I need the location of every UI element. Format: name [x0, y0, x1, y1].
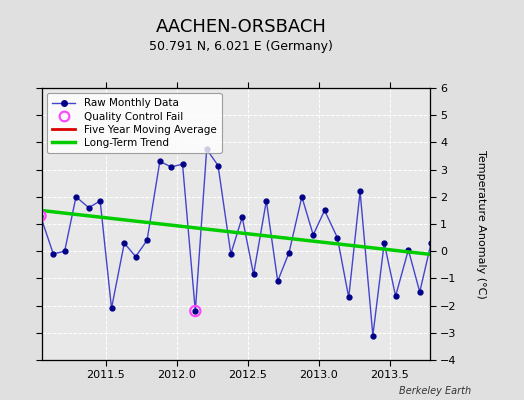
- Text: Berkeley Earth: Berkeley Earth: [399, 386, 472, 396]
- Legend: Raw Monthly Data, Quality Control Fail, Five Year Moving Average, Long-Term Tren: Raw Monthly Data, Quality Control Fail, …: [47, 93, 222, 153]
- Text: 50.791 N, 6.021 E (Germany): 50.791 N, 6.021 E (Germany): [149, 40, 333, 53]
- Y-axis label: Temperature Anomaly (°C): Temperature Anomaly (°C): [476, 150, 486, 298]
- Point: [36, 213, 45, 219]
- Text: AACHEN-ORSBACH: AACHEN-ORSBACH: [156, 18, 326, 36]
- Point: [191, 308, 200, 314]
